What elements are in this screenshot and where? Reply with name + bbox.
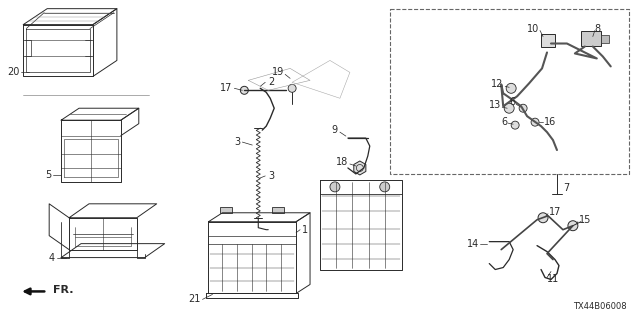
Text: 5: 5 [45,170,51,180]
Bar [272,207,284,213]
Circle shape [506,83,516,93]
Circle shape [519,104,527,112]
Circle shape [538,213,548,223]
Text: 12: 12 [491,79,503,89]
Text: 7: 7 [563,183,569,193]
Polygon shape [354,161,366,175]
Circle shape [504,103,514,113]
Text: 17: 17 [220,83,232,93]
Circle shape [568,221,578,231]
Text: 1: 1 [302,225,308,235]
Text: TX44B06008: TX44B06008 [573,302,627,311]
Text: 9: 9 [332,125,338,135]
Text: 3: 3 [234,137,241,147]
Bar [220,207,232,213]
Circle shape [531,118,539,126]
Text: 6: 6 [509,97,515,107]
Text: 4: 4 [49,252,55,263]
Text: 16: 16 [544,117,556,127]
Text: 6: 6 [501,117,507,127]
Text: 14: 14 [467,239,479,249]
Bar [581,31,601,46]
Circle shape [380,182,390,192]
Circle shape [330,182,340,192]
Text: 18: 18 [335,157,348,167]
Bar [390,9,629,174]
Text: 8: 8 [595,24,601,34]
Text: 20: 20 [7,68,19,77]
Text: 21: 21 [188,294,200,304]
Bar [541,34,555,47]
Text: 15: 15 [579,215,591,225]
Text: 13: 13 [489,100,501,110]
Circle shape [511,121,519,129]
Text: 2: 2 [268,77,275,87]
Text: FR.: FR. [53,285,74,295]
Circle shape [241,86,248,94]
Text: 10: 10 [527,24,539,34]
Circle shape [288,84,296,92]
Text: 11: 11 [547,275,559,284]
Text: 3: 3 [268,171,275,181]
Text: 17: 17 [549,207,561,217]
Bar [601,35,609,43]
Text: 19: 19 [272,68,284,77]
